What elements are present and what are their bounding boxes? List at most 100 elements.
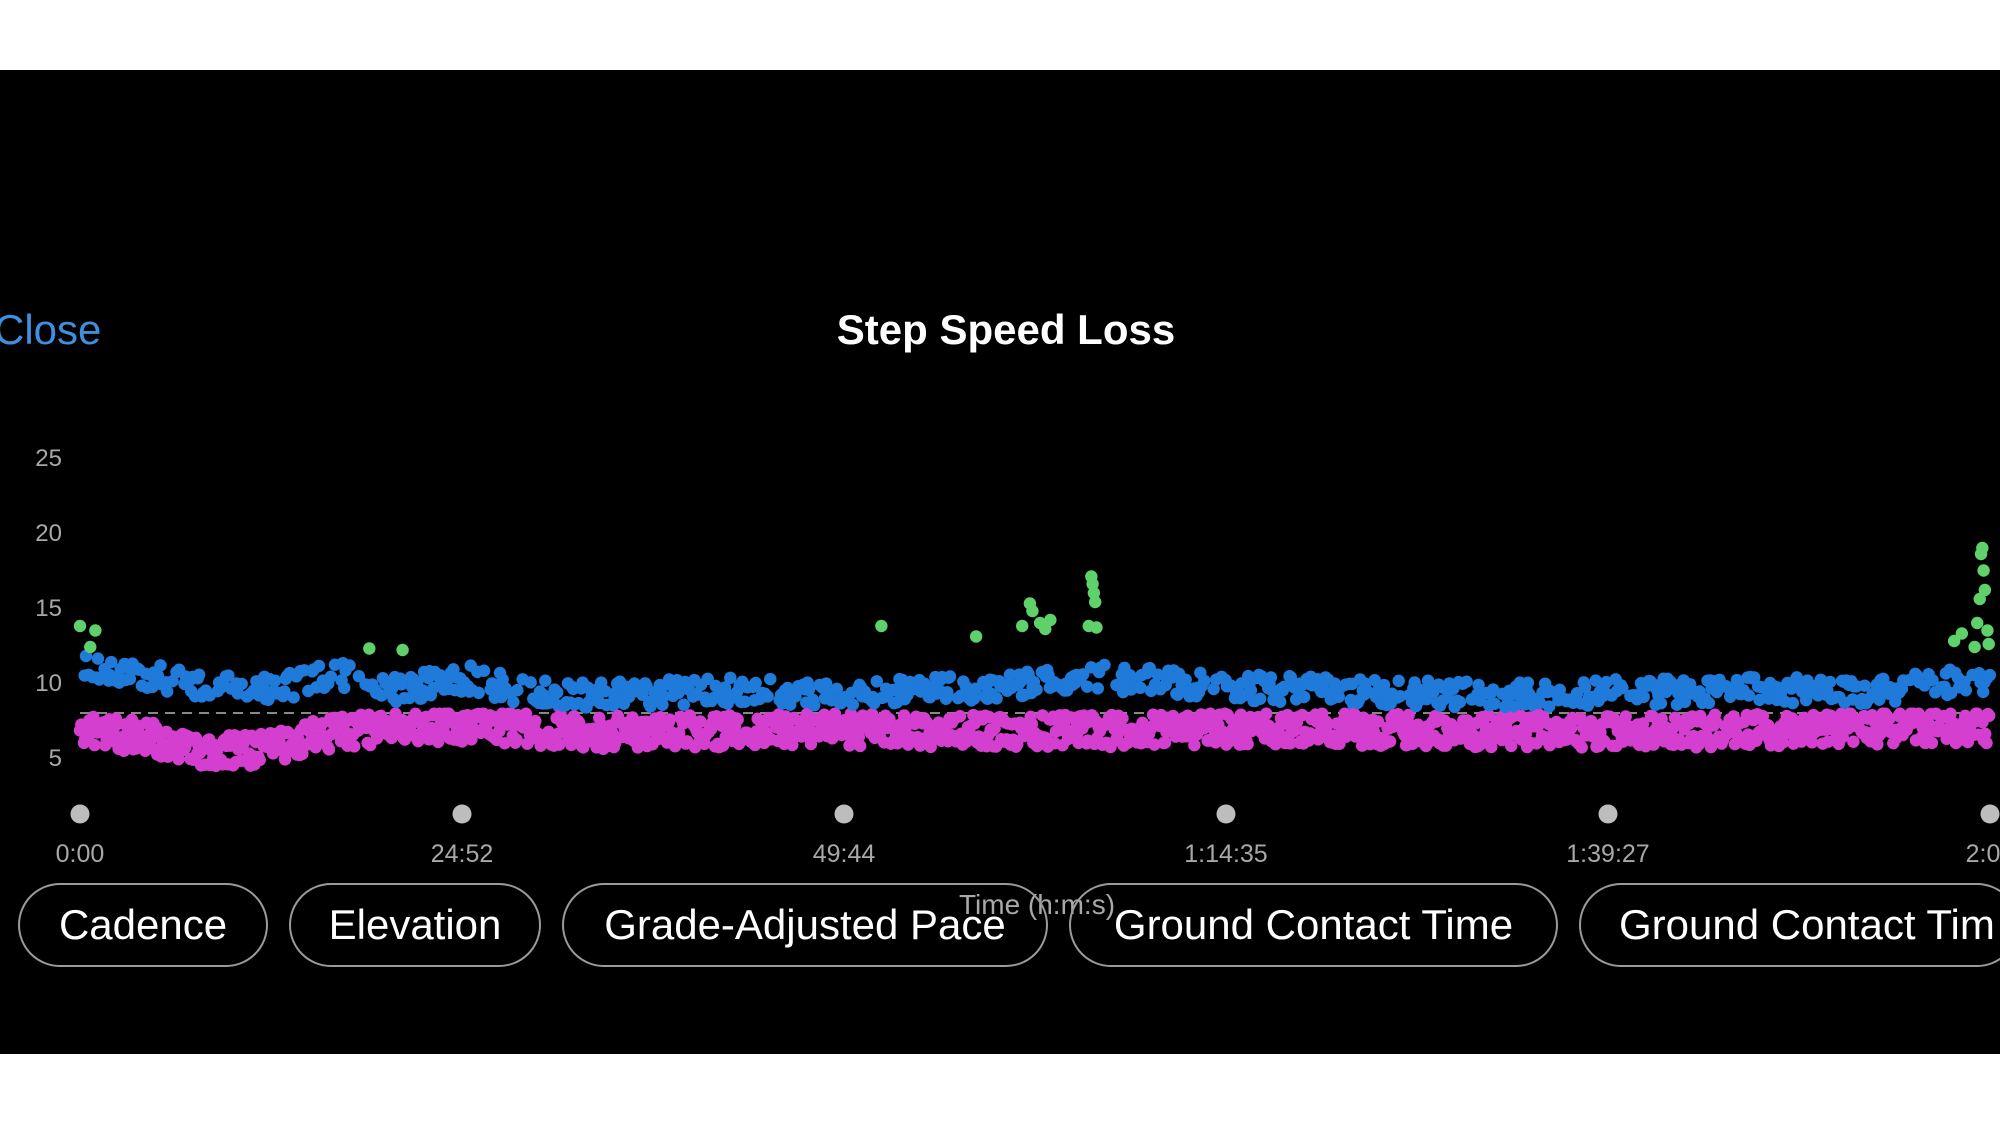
data-point: [1110, 731, 1124, 744]
y-tick-label: 15: [35, 595, 62, 622]
data-point: [539, 674, 552, 687]
data-point: [577, 741, 590, 754]
data-point: [1600, 675, 1613, 689]
data-point: [507, 695, 520, 709]
data-point: [1805, 736, 1819, 749]
data-point: [701, 672, 714, 686]
data-point: [472, 686, 485, 700]
data-point-high: [1970, 616, 1984, 630]
data-point: [1487, 683, 1500, 696]
data-point-high: [363, 642, 376, 655]
chip-elevation[interactable]: Elevation: [289, 883, 541, 967]
x-tick-marker: [1980, 804, 2000, 824]
data-point: [631, 741, 645, 754]
data-point: [348, 740, 361, 753]
data-point: [1925, 736, 1939, 750]
x-tick-marker: [1598, 804, 1618, 824]
data-point-high: [1955, 627, 1969, 640]
data-point: [312, 659, 326, 673]
data-point: [1678, 695, 1692, 709]
data-point: [1277, 680, 1291, 693]
data-point: [1823, 675, 1837, 689]
y-tick-label: 20: [35, 520, 62, 547]
data-point: [1858, 679, 1871, 692]
data-point: [411, 734, 425, 748]
data-point: [1883, 712, 1896, 726]
data-point: [820, 677, 833, 690]
data-point: [1619, 710, 1632, 723]
data-point: [990, 692, 1003, 705]
chip-ground-contact-time-balance[interactable]: Ground Contact Tim: [1579, 883, 2000, 967]
data-point: [268, 674, 282, 687]
data-point-high: [1015, 619, 1029, 633]
data-point: [1742, 689, 1756, 702]
data-point: [105, 655, 118, 669]
data-point: [1786, 696, 1799, 710]
data-point: [1148, 738, 1161, 751]
data-point: [1116, 712, 1129, 725]
data-point: [808, 699, 821, 712]
data-point: [465, 733, 478, 746]
data-point: [1578, 681, 1592, 694]
data-point: [1244, 684, 1258, 697]
data-point: [1702, 696, 1716, 710]
data-point: [278, 685, 291, 698]
data-point: [431, 735, 445, 749]
data-point: [1377, 678, 1391, 692]
data-point: [1488, 697, 1501, 710]
data-point: [91, 652, 105, 665]
data-point: [1392, 674, 1405, 688]
data-point: [551, 686, 564, 699]
data-point: [1646, 709, 1659, 723]
data-point: [455, 735, 469, 748]
data-point: [1982, 709, 1996, 722]
data-point-high: [1090, 621, 1103, 634]
data-point: [1260, 707, 1273, 720]
step-speed-loss-chart: 5 10 15 20 25 0:00 24:52 49:44 1:14:35 1:39:27 2:0…: [35, 445, 2000, 920]
data-point: [1795, 735, 1808, 748]
data-point: [606, 727, 619, 740]
data-point: [749, 676, 762, 690]
data-point: [764, 672, 777, 686]
chip-grade-adjusted-pace[interactable]: Grade-Adjusted Pace: [562, 883, 1048, 967]
data-point-high: [1982, 637, 1995, 651]
data-point: [967, 692, 981, 705]
data-point: [1241, 737, 1254, 751]
data-point: [1553, 683, 1566, 697]
app-screen: Close Step Speed Loss 5 10 15 20 25 0:00 24:52…: [0, 70, 2000, 1054]
data-point: [324, 670, 338, 683]
data-point: [87, 710, 100, 724]
data-point-high: [73, 619, 87, 633]
data-point: [1533, 696, 1547, 710]
chip-cadence[interactable]: Cadence: [18, 883, 268, 967]
x-tick-marker: [452, 804, 472, 824]
data-point: [1402, 708, 1415, 722]
data-point-high: [1973, 592, 1986, 606]
data-point: [1076, 668, 1090, 681]
data-point: [1505, 739, 1518, 753]
close-button[interactable]: Close: [0, 306, 102, 353]
data-point: [1978, 727, 1992, 741]
data-point: [1959, 709, 1972, 723]
data-point: [1295, 708, 1309, 722]
data-point: [1393, 690, 1407, 703]
data-point: [1959, 684, 1973, 697]
data-point: [672, 726, 686, 740]
data-point: [1080, 680, 1094, 693]
data-point: [1188, 738, 1201, 752]
data-point: [1684, 678, 1697, 691]
data-point: [395, 678, 408, 691]
data-point: [1339, 730, 1353, 743]
data-point-high: [969, 630, 983, 643]
data-point: [1944, 707, 1957, 720]
data-point: [1519, 727, 1533, 740]
data-point-high: [84, 640, 97, 654]
data-point: [529, 714, 542, 728]
data-point: [1207, 682, 1220, 696]
data-point: [724, 671, 737, 685]
data-point-high: [396, 643, 409, 657]
data-point: [1014, 675, 1027, 688]
data-point: [192, 668, 206, 681]
data-point-high: [1968, 640, 1981, 654]
chip-ground-contact-time[interactable]: Ground Contact Time: [1069, 883, 1558, 967]
